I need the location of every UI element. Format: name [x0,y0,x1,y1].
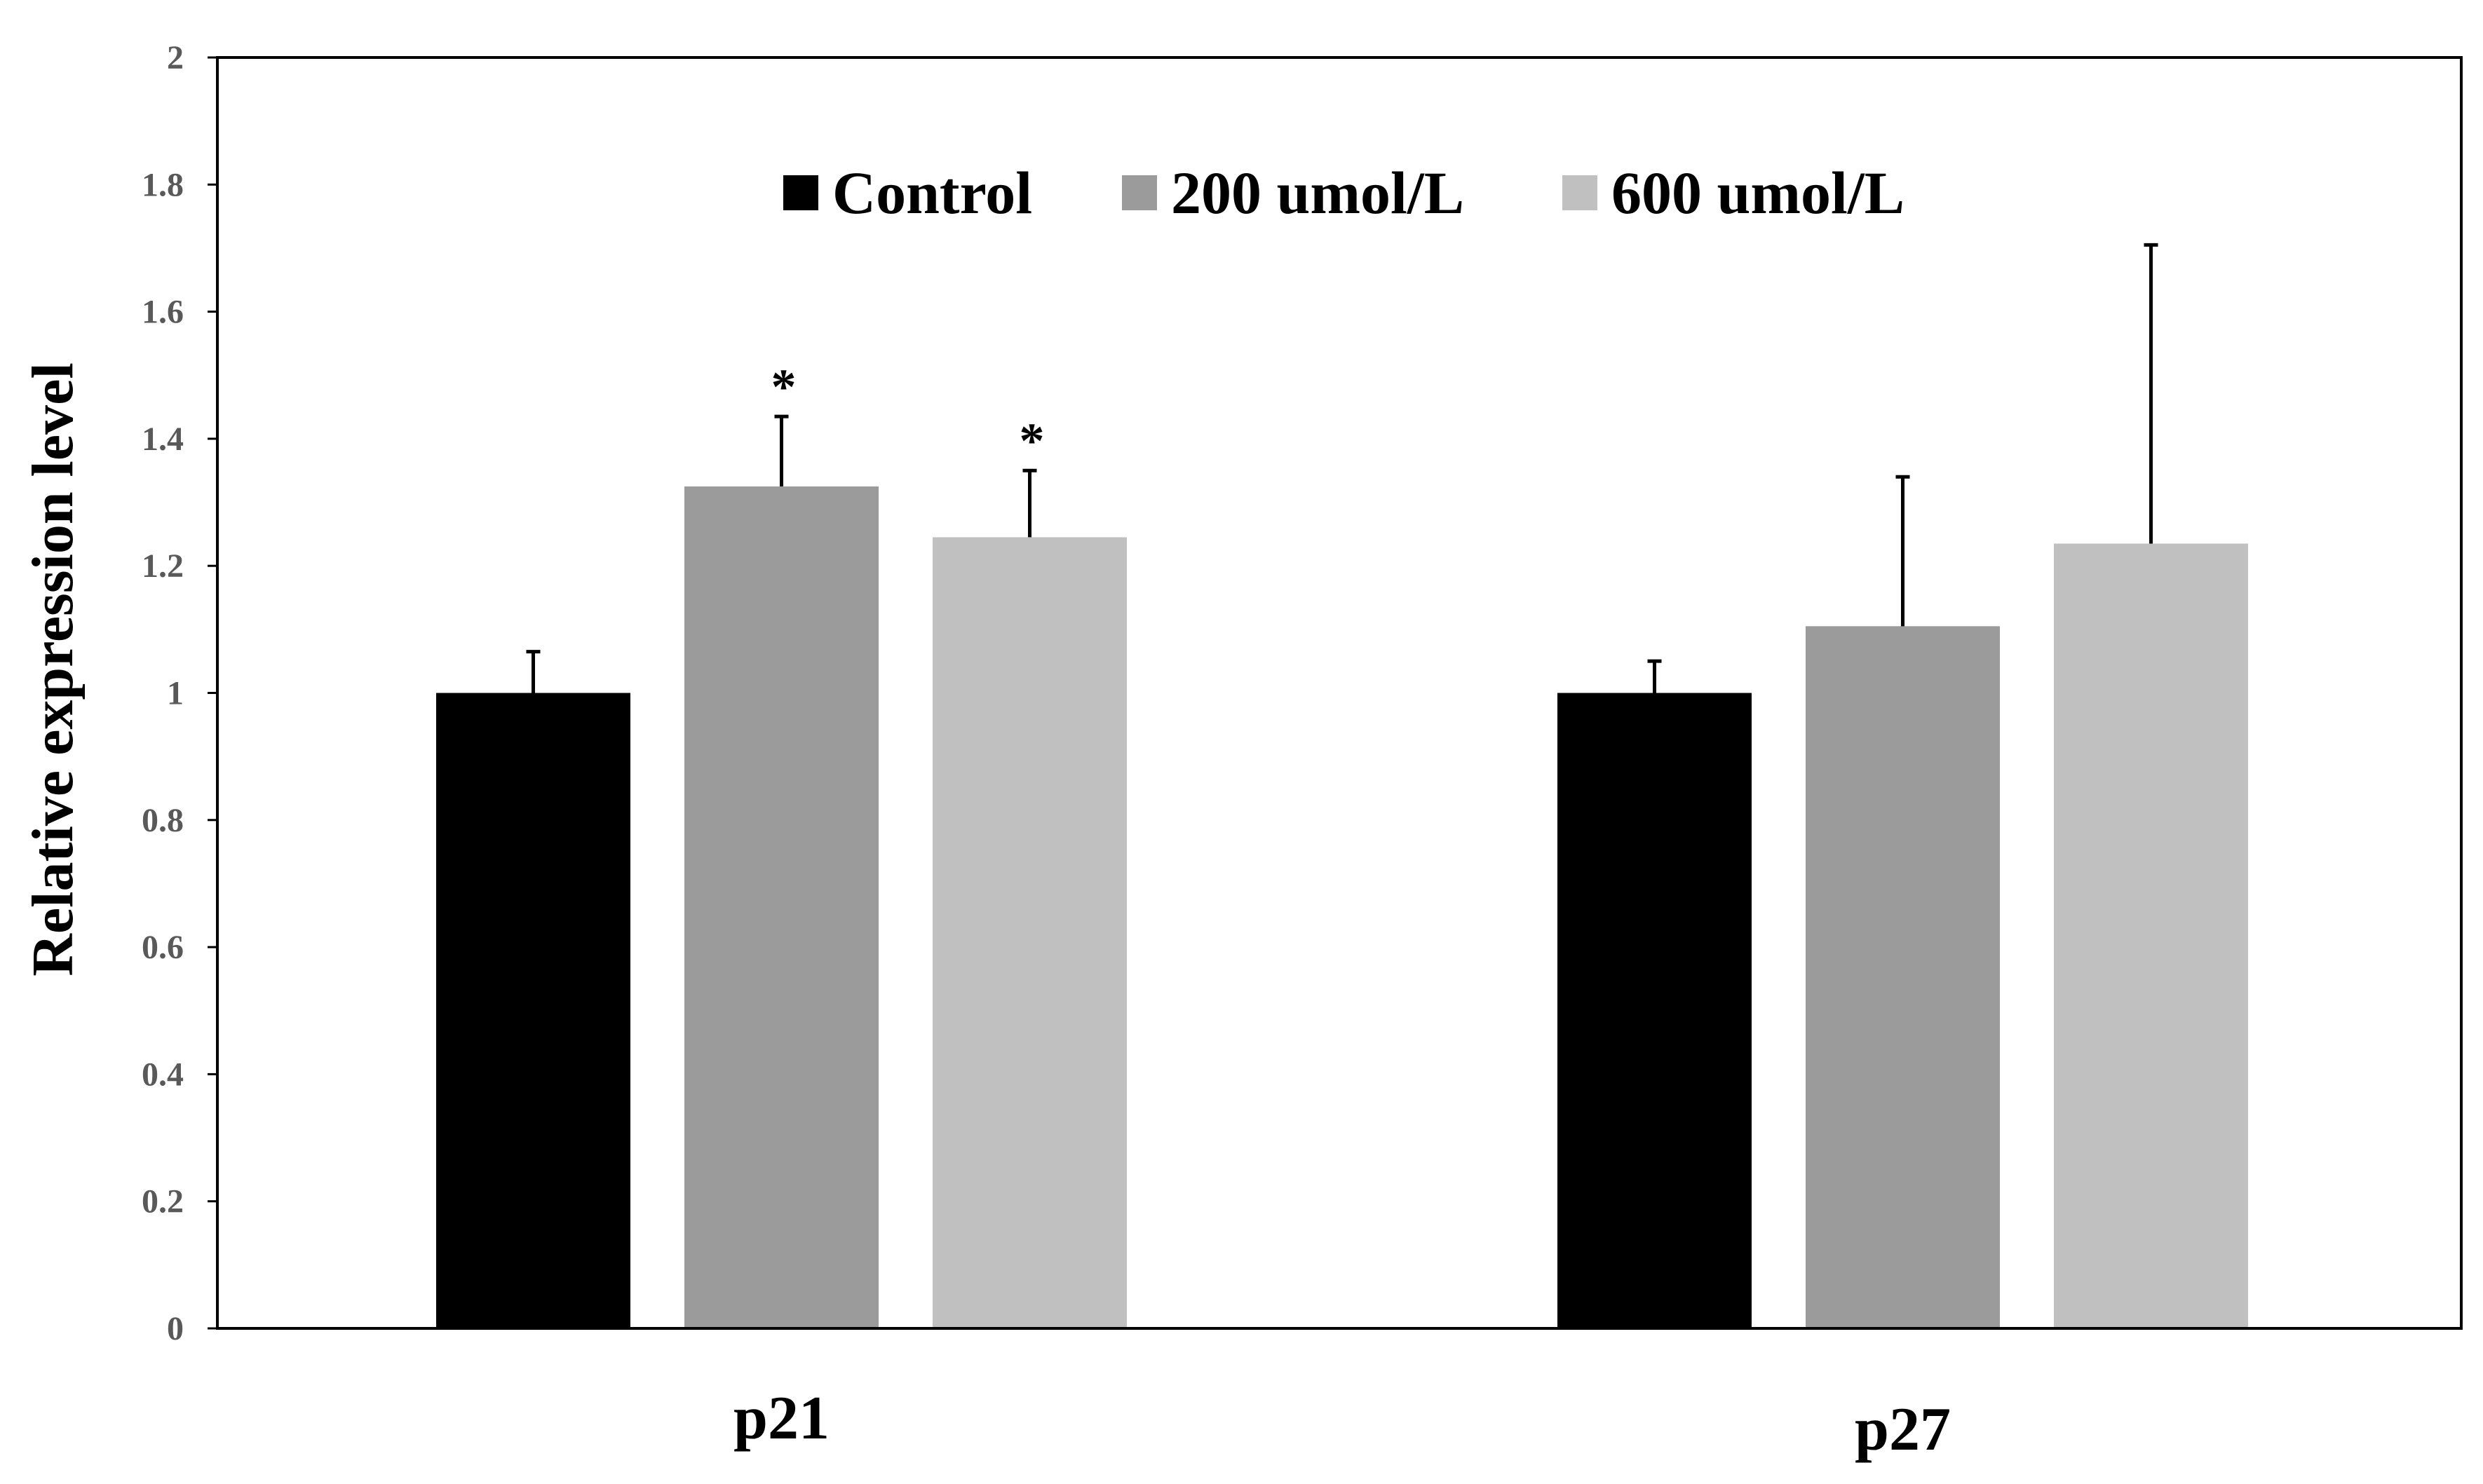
y-axis-label: Relative expression level [20,362,86,976]
legend-swatch-0 [783,175,818,210]
y-tick-label: 0.6 [142,929,184,966]
y-tick-label: 0.4 [142,1056,184,1093]
legend-label-1: 200 umol/L [1171,159,1464,226]
y-tick-label: 1.8 [142,166,184,203]
x-category-label: p21 [733,1384,830,1452]
bar-p27-0 [1557,693,1752,1328]
significance-marker: * [771,359,797,415]
y-tick-label: 1 [167,675,184,712]
legend-label-2: 600 umol/L [1611,159,1904,226]
y-tick-label: 1.6 [142,294,184,331]
legend-swatch-1 [1122,175,1157,210]
error-bars-layer [526,243,2158,693]
y-tick-label: 1.2 [142,547,184,585]
bar-p21-2 [933,537,1127,1328]
legend: Control 200 umol/L 600 umol/L [783,159,1904,226]
bar-p21-0 [436,693,630,1328]
significance-marker: * [1020,413,1045,469]
axes-layer [208,56,2463,1330]
y-tick-label: 0.2 [142,1183,184,1220]
x-category-label: p27 [1855,1396,1951,1464]
bar-p27-1 [1806,626,2000,1328]
legend-label-0: Control [832,159,1032,226]
y-tick-label: 2 [167,39,184,76]
bars-layer [436,486,2248,1329]
y-tick-label: 0.8 [142,802,184,839]
text-layer: 0 0.2 0.4 0.6 0.8 1 1.2 1.4 1.6 1.8 2 Relative expr… [20,39,1951,1464]
legend-swatch-2 [1562,175,1597,210]
y-tick-label: 0 [167,1310,184,1347]
bar-p21-1 [684,486,879,1329]
bar-p27-2 [2054,543,2248,1329]
y-tick-label: 1.4 [142,421,184,458]
